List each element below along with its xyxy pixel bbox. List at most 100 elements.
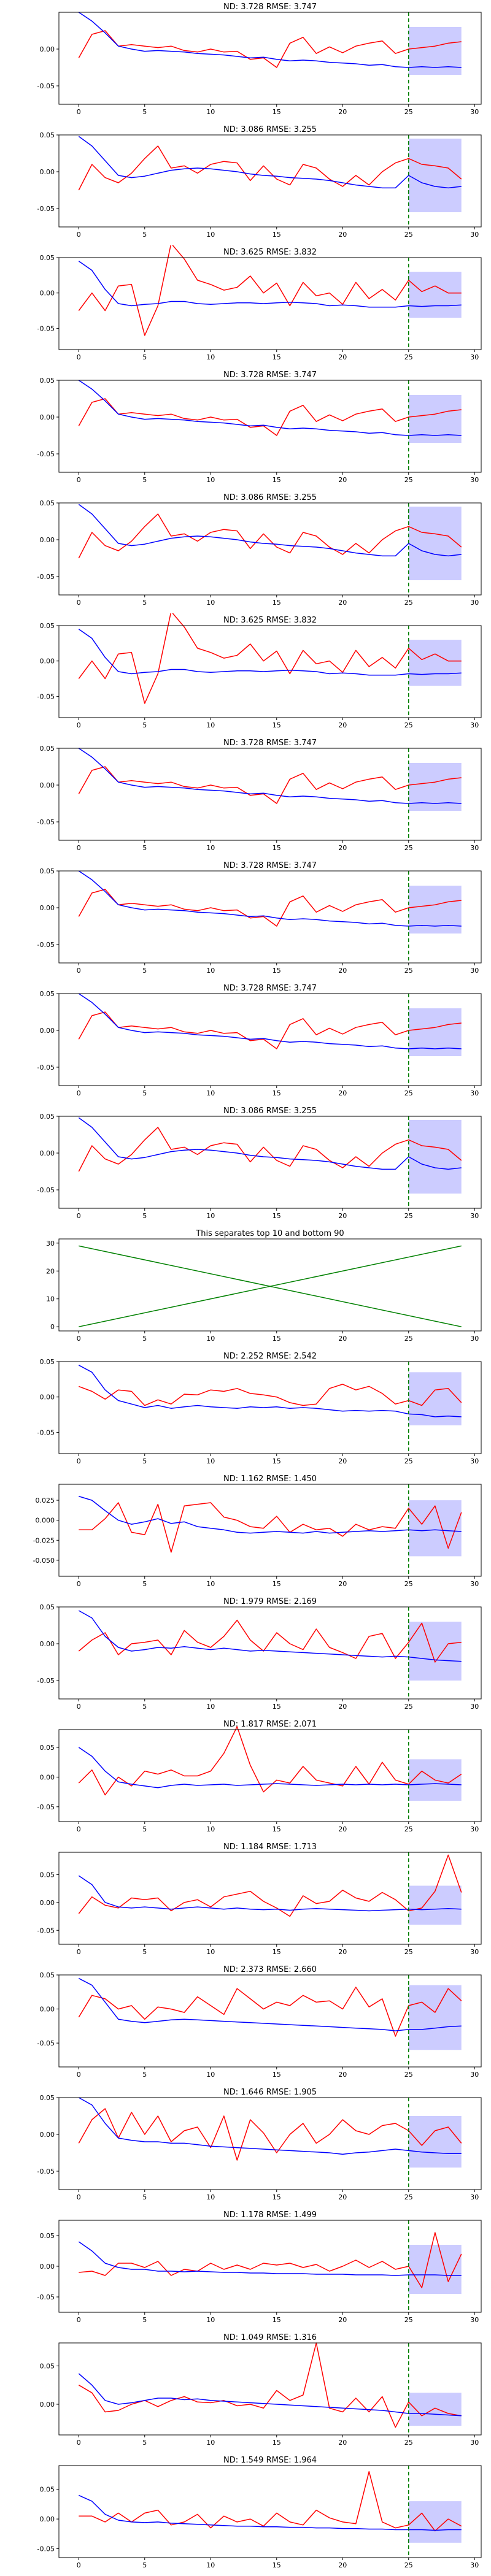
x-tick-label: 15: [273, 108, 281, 116]
y-tick-label: 0.00: [40, 657, 55, 665]
x-tick-label: 0: [77, 1825, 81, 1833]
x-tick-label: 15: [273, 2193, 281, 2201]
y-tick-label: 20: [46, 1267, 55, 1275]
series-line-actual: [78, 30, 462, 68]
x-tick-label: 5: [142, 844, 147, 852]
x-tick-label: 30: [470, 2071, 479, 2079]
chart-panel: ND: 3.086 RMSE: 3.255 0 5 10 15 20 25 30 0.05 0.0…: [37, 493, 482, 607]
x-tick-label: 20: [338, 721, 347, 729]
x-tick-label: 30: [470, 108, 479, 116]
x-tick-label: 15: [273, 476, 281, 484]
y-tick-label: 0.00: [40, 781, 55, 789]
x-tick-label: 20: [338, 1212, 347, 1220]
x-tick-label: 10: [206, 1212, 215, 1220]
plot-frame: [58, 1974, 482, 2068]
y-tick-label: 0.05: [40, 622, 55, 630]
plot-frame: [58, 993, 482, 1086]
y-tick-label: 0.00: [40, 1640, 55, 1648]
y-tick-label: 0.00: [40, 536, 55, 544]
x-tick-label: 25: [404, 1580, 413, 1588]
x-tick-label: 15: [273, 353, 281, 361]
x-tick-label: 5: [142, 2561, 147, 2569]
x-tick-label: 15: [273, 2439, 281, 2447]
x-tick-label: 25: [404, 599, 413, 607]
series-line-actual: [78, 2342, 462, 2428]
series-line-actual: [78, 1854, 462, 1917]
y-tick-label: -0.05: [37, 2545, 55, 2553]
series-line-predicted: [78, 261, 462, 308]
x-tick-label: 20: [338, 1825, 347, 1833]
plot-frame: [58, 2097, 482, 2190]
series-line-actual: [78, 1127, 462, 1172]
x-tick-label: 0: [77, 1580, 81, 1588]
plot-frame: [58, 1238, 482, 1332]
x-tick-label: 30: [470, 844, 479, 852]
series-line-predicted: [79, 1495, 462, 1534]
x-tick-label: 15: [273, 844, 281, 852]
plot-frame: [58, 625, 482, 718]
forecast-band: [408, 1120, 462, 1194]
x-tick-label: 30: [470, 2439, 479, 2447]
plot-frame: [58, 748, 482, 841]
chart-panel: ND: 3.728 RMSE: 3.747 0 5 10 15 20 25 30 0.05 0.0…: [37, 738, 482, 852]
series-line-actual: [78, 398, 462, 436]
chart-panel: ND: 1.178 RMSE: 1.499 0 5 10 15 20 25 30 0.05 0.0…: [37, 2210, 482, 2324]
y-tick-label: -0.05: [37, 450, 55, 458]
series-line-predicted: [78, 12, 462, 68]
y-tick-label: 0.00: [40, 2131, 55, 2139]
x-tick-label: 20: [338, 1703, 347, 1711]
x-tick-label: 15: [273, 1703, 281, 1711]
series-line-actual: [78, 245, 462, 336]
y-tick-label: 0.05: [40, 2232, 55, 2240]
x-tick-label: 0: [77, 1457, 81, 1465]
x-tick-label: 5: [142, 1335, 147, 1343]
x-tick-label: 25: [404, 231, 413, 239]
y-tick-label: 0.00: [40, 1149, 55, 1157]
plot-frame: [58, 12, 482, 105]
series-line-actual: [78, 766, 462, 804]
x-tick-label: 5: [142, 2071, 147, 2079]
series-line-predicted: [78, 629, 462, 676]
y-tick-label: 0.05: [40, 131, 55, 139]
y-tick-label: -0.05: [37, 2168, 55, 2175]
x-tick-label: 15: [273, 1580, 281, 1588]
x-tick-label: 15: [273, 2316, 281, 2324]
chart-panel: ND: 2.252 RMSE: 2.542 0 5 10 15 20 25 30 0.05 0.0…: [37, 1352, 482, 1465]
x-tick-label: 15: [273, 2071, 281, 2079]
chart-panel: ND: 1.184 RMSE: 1.713 0 5 10 15 20 25 30 0.05 0.0…: [37, 1842, 482, 1956]
forecast-band: [408, 640, 462, 686]
x-tick-label: 30: [470, 2193, 479, 2201]
x-tick-label: 5: [142, 2193, 147, 2201]
x-tick-label: 5: [142, 1089, 147, 1097]
y-tick-label: 0.00: [40, 904, 55, 912]
chart-panel: ND: 1.549 RMSE: 1.964 0 5 10 15 20 25 30 0.05 0.0…: [37, 2456, 482, 2569]
y-tick-label: 0.00: [40, 413, 55, 421]
x-tick-label: 10: [206, 1703, 215, 1711]
x-tick-label: 0: [77, 1948, 81, 1956]
chart-title: This separates top 10 and bottom 90: [195, 1229, 344, 1238]
x-tick-label: 30: [470, 1457, 479, 1465]
y-tick-label: 0.05: [40, 867, 55, 875]
x-tick-label: 0: [77, 353, 81, 361]
y-tick-label: 0.00: [40, 1393, 55, 1401]
y-tick-label: -0.05: [37, 573, 55, 581]
series-line-predicted: [78, 1747, 462, 1788]
x-tick-label: 25: [404, 476, 413, 484]
x-tick-label: 10: [206, 2193, 215, 2201]
x-tick-label: 20: [338, 1089, 347, 1097]
x-tick-label: 0: [77, 1212, 81, 1220]
chart-panel: ND: 1.817 RMSE: 2.071 0 5 10 15 20 25 30 0.05 0.0…: [37, 1720, 482, 1833]
y-tick-label: -0.05: [37, 82, 55, 90]
y-tick-label: 0.025: [36, 1497, 55, 1505]
plot-frame: [58, 257, 482, 350]
series-line-actual: [78, 613, 462, 704]
y-tick-label: -0.05: [37, 1803, 55, 1811]
x-tick-label: 10: [206, 2316, 215, 2324]
x-tick-label: 10: [206, 844, 215, 852]
y-tick-label: 0.05: [40, 377, 55, 385]
x-tick-label: 10: [206, 1335, 215, 1343]
series-line-actual: [79, 2471, 462, 2532]
x-tick-label: 5: [142, 353, 147, 361]
x-tick-label: 25: [404, 2193, 413, 2201]
